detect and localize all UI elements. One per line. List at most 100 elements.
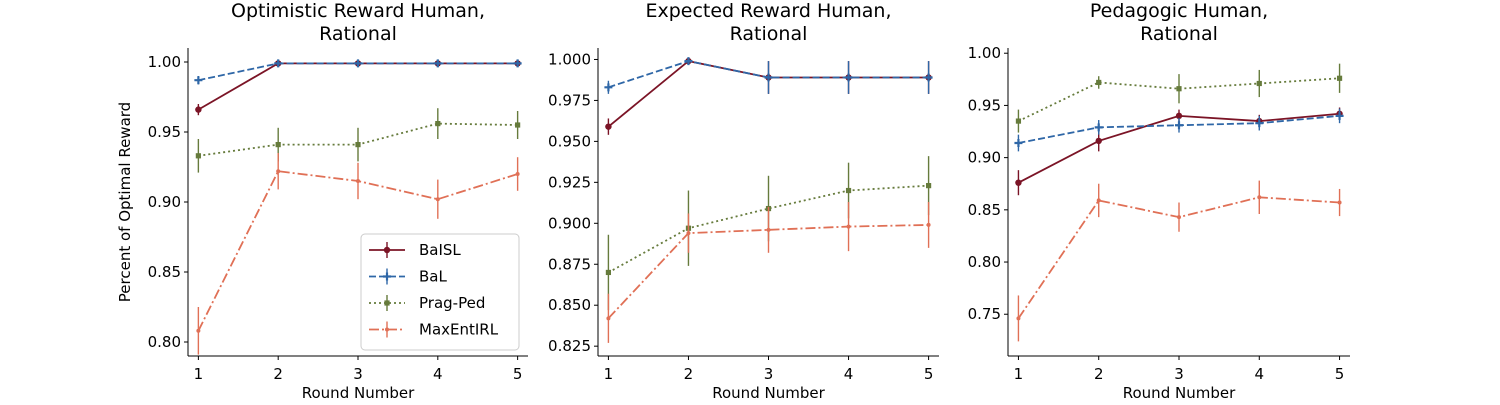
x-tick-label: 2: [273, 365, 283, 383]
y-tick-label: 0.95: [148, 123, 181, 141]
legend-label: BaL: [419, 268, 447, 286]
data-point: [605, 123, 612, 130]
data-point: [196, 328, 201, 333]
legend-swatch-marker: [385, 327, 389, 332]
series-prag-ped: [1015, 63, 1343, 133]
y-tick-label: 0.95: [968, 96, 1001, 114]
legend-swatch-marker: [383, 272, 391, 281]
chart-title-line: Rational: [1140, 23, 1218, 45]
data-point: [356, 179, 360, 183]
x-tick-label: 2: [1094, 365, 1104, 383]
x-tick-label: 3: [764, 365, 774, 383]
x-tick-label: 1: [604, 365, 614, 383]
y-tick-label: 1.00: [968, 44, 1001, 62]
data-point: [1256, 80, 1262, 87]
data-point: [515, 172, 520, 176]
y-tick-label: 1.000: [548, 50, 591, 68]
data-point: [195, 106, 202, 113]
legend-label: BaISL: [419, 241, 461, 259]
data-point: [1336, 75, 1343, 81]
legend: BaISL BaL Prag-Ped MaxEntIRL: [360, 233, 520, 351]
data-point: [1337, 200, 1342, 205]
data-point: [764, 73, 773, 82]
legend-item: Prag-Ped: [369, 294, 485, 312]
data-point: [1176, 86, 1182, 92]
chart-panel-2: Expected Reward Human,Rational 0.825 0.850…: [548, 0, 939, 402]
data-point: [844, 73, 853, 82]
y-tick-label: 0.925: [548, 173, 591, 191]
data-point: [1096, 198, 1101, 203]
y-tick-label: 0.90: [148, 193, 181, 211]
x-axis-label: Round Number: [712, 384, 825, 400]
legend-item: BaL: [369, 268, 447, 286]
chart-title-line: Optimistic Reward Human,: [231, 0, 485, 22]
y-tick-label: 0.875: [548, 255, 591, 273]
data-point: [276, 169, 281, 174]
data-point: [686, 231, 691, 236]
series-line: [197, 62, 518, 111]
data-point: [845, 187, 852, 194]
legend-box: [360, 233, 520, 351]
x-tick-label: 4: [1255, 365, 1265, 383]
data-point: [435, 121, 441, 127]
legend-label: MaxEntIRL: [419, 321, 499, 339]
series-baisl: [195, 60, 521, 116]
x-tick-label: 3: [353, 365, 363, 383]
data-point: [1177, 215, 1181, 220]
x-tick-label: 5: [924, 365, 934, 383]
data-point: [926, 222, 931, 227]
y-tick-label: 0.90: [968, 149, 1001, 167]
data-point: [1255, 119, 1264, 128]
data-point: [354, 59, 362, 68]
y-axis-label: Percent of Optimal Reward: [116, 102, 134, 302]
chart-panel-1: Optimistic Reward Human,Rational 0.80 0.85…: [116, 0, 528, 402]
y-tick-label: 0.900: [548, 214, 591, 232]
chart-panel-3: Pedagogic Human,Rational 0.75 0.80 0.85 0.90…: [968, 0, 1350, 402]
legend-swatch-marker: [384, 300, 390, 306]
chart-title-line: Rational: [319, 23, 397, 45]
x-tick-label: 2: [684, 365, 694, 383]
data-point: [513, 59, 522, 68]
data-point: [1257, 195, 1262, 200]
data-point: [275, 142, 281, 148]
series-maxentirl: [196, 153, 520, 355]
data-point: [1175, 121, 1183, 130]
data-point: [1094, 123, 1103, 132]
data-point: [195, 153, 201, 159]
chart-title-line: Rational: [730, 23, 808, 45]
y-tick-label: 0.850: [548, 296, 591, 314]
data-point: [1175, 112, 1183, 120]
legend-item: BaISL: [369, 241, 461, 259]
data-point: [766, 227, 771, 232]
data-point: [846, 224, 851, 229]
x-tick-label: 5: [513, 365, 523, 383]
series-line: [607, 224, 929, 319]
x-tick-label: 4: [844, 365, 854, 383]
y-tick-label: 0.85: [148, 263, 181, 281]
series-line: [1018, 77, 1340, 122]
series-line: [607, 184, 929, 274]
series-maxentirl: [606, 202, 931, 343]
y-tick-label: 0.85: [968, 201, 1001, 219]
series-bal: [604, 57, 933, 94]
y-tick-label: 0.75: [968, 305, 1001, 323]
x-tick-label: 1: [194, 365, 204, 383]
x-tick-label: 3: [1174, 365, 1184, 383]
data-point: [435, 197, 440, 202]
data-point: [1015, 118, 1022, 124]
data-point: [924, 73, 933, 82]
data-point: [515, 122, 521, 128]
y-tick-label: 0.80: [968, 253, 1001, 271]
legend-item: MaxEntIRL: [369, 321, 499, 339]
y-tick-label: 0.975: [548, 91, 591, 109]
series-bal: [1014, 108, 1344, 152]
series-bal: [194, 59, 522, 85]
data-point: [605, 269, 612, 276]
data-point: [1095, 137, 1102, 145]
data-point: [925, 183, 932, 189]
legend-label: Prag-Ped: [419, 294, 485, 312]
series-maxentirl: [1016, 180, 1342, 342]
data-point: [1016, 316, 1021, 321]
y-tick-label: 0.950: [548, 132, 591, 150]
